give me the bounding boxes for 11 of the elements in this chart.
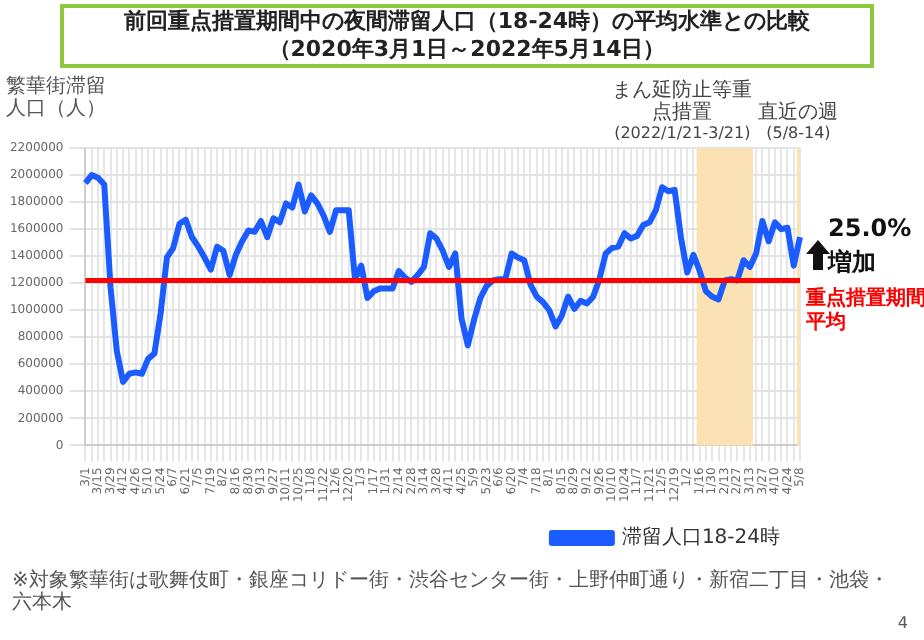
ref-line-label: 重点措置期間平均 [804,285,924,334]
chart-title: 前回重点措置期間中の夜間滞留人口（18-24時）の平均水準との比較 [121,8,813,36]
text: 増加 [826,248,876,277]
y-axis-title: 繁華街滞留人口（人） [6,76,108,120]
text: 4 [897,614,908,634]
legend-label: 滞留人口18-24時 [621,525,781,550]
text: 25.0% [828,214,912,243]
chart-subtitle: （2020年3月1日～2022年5月14日） [266,36,668,64]
band-label: 直近の週(5/8-14) [756,102,841,144]
band-label: まん延防止等重点措置(2022/1/21-3/21) [610,80,755,144]
text: ※対象繁華街は歌舞伎町・銀座コリドー街・渋谷センター街・上野仲町通り・新宿二丁目・池袋・六本木 [12,570,891,614]
